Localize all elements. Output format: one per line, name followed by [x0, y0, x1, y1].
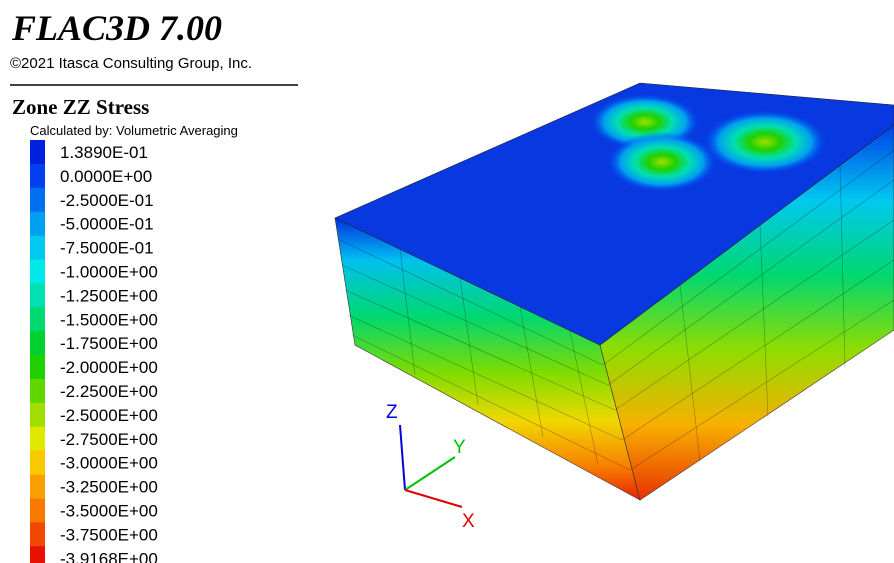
legend-swatch: [30, 283, 45, 308]
legend-label: -7.5000E-01: [60, 239, 154, 258]
legend-label: -1.5000E+00: [60, 310, 158, 329]
legend-label: -3.2500E+00: [60, 478, 158, 497]
x-label: X: [462, 511, 475, 532]
legend-title: Zone ZZ Stress: [12, 95, 149, 119]
legend-subtitle: Calculated by: Volumetric Averaging: [30, 123, 238, 138]
legend-label: -3.0000E+00: [60, 454, 158, 473]
y-label: Y: [453, 437, 466, 458]
legend-swatch: [30, 259, 45, 284]
legend-swatch: [30, 140, 45, 165]
legend-swatch: [30, 211, 45, 237]
contour-spot: [607, 132, 717, 192]
legend-label: -3.9168E+00: [60, 549, 158, 563]
legend-swatch: [30, 402, 45, 428]
legend-label: -3.7500E+00: [60, 525, 158, 544]
y-axis: [404, 456, 456, 491]
legend-swatch: [30, 474, 45, 499]
contour-spot: [703, 110, 827, 174]
x-axis: [404, 489, 463, 508]
legend-swatch: [30, 235, 45, 260]
legend-swatch: [30, 163, 45, 189]
axis-triad: Z Y X: [386, 402, 475, 532]
legend-label: 0.0000E+00: [60, 167, 152, 186]
legend-swatch: [30, 187, 45, 213]
z-axis: [399, 424, 406, 491]
legend-label: -2.7500E+00: [60, 430, 158, 449]
legend-swatch: [30, 450, 45, 476]
legend-label: -1.2500E+00: [60, 286, 158, 305]
app-title: FLAC3D 7.00: [11, 8, 222, 48]
legend-swatch: [30, 546, 45, 563]
legend-swatch: [30, 307, 45, 332]
legend-label: -2.5000E-01: [60, 191, 154, 210]
legend-swatch: [30, 522, 45, 547]
legend-label: -2.5000E+00: [60, 406, 158, 425]
legend-swatch: [30, 331, 45, 356]
legend-label: -2.0000E+00: [60, 358, 158, 377]
legend-label: -3.5000E+00: [60, 501, 158, 520]
z-label: Z: [386, 402, 398, 423]
legend-label: -5.0000E-01: [60, 215, 154, 234]
legend-label: -1.0000E+00: [60, 262, 158, 281]
copyright: ©2021 Itasca Consulting Group, Inc.: [10, 55, 252, 72]
legend-swatch: [30, 498, 45, 523]
legend: 1.3890E-01 0.0000E+00 -2.5000E-01 -5.0000E-…: [30, 140, 158, 563]
legend-swatch: [30, 355, 45, 380]
legend-label: 1.3890E-01: [60, 143, 148, 162]
legend-label: -2.2500E+00: [60, 382, 158, 401]
legend-label: -1.7500E+00: [60, 334, 158, 353]
legend-swatch: [30, 379, 45, 404]
legend-swatch: [30, 426, 45, 452]
model: [334, 82, 894, 501]
mesh: [339, 149, 894, 471]
